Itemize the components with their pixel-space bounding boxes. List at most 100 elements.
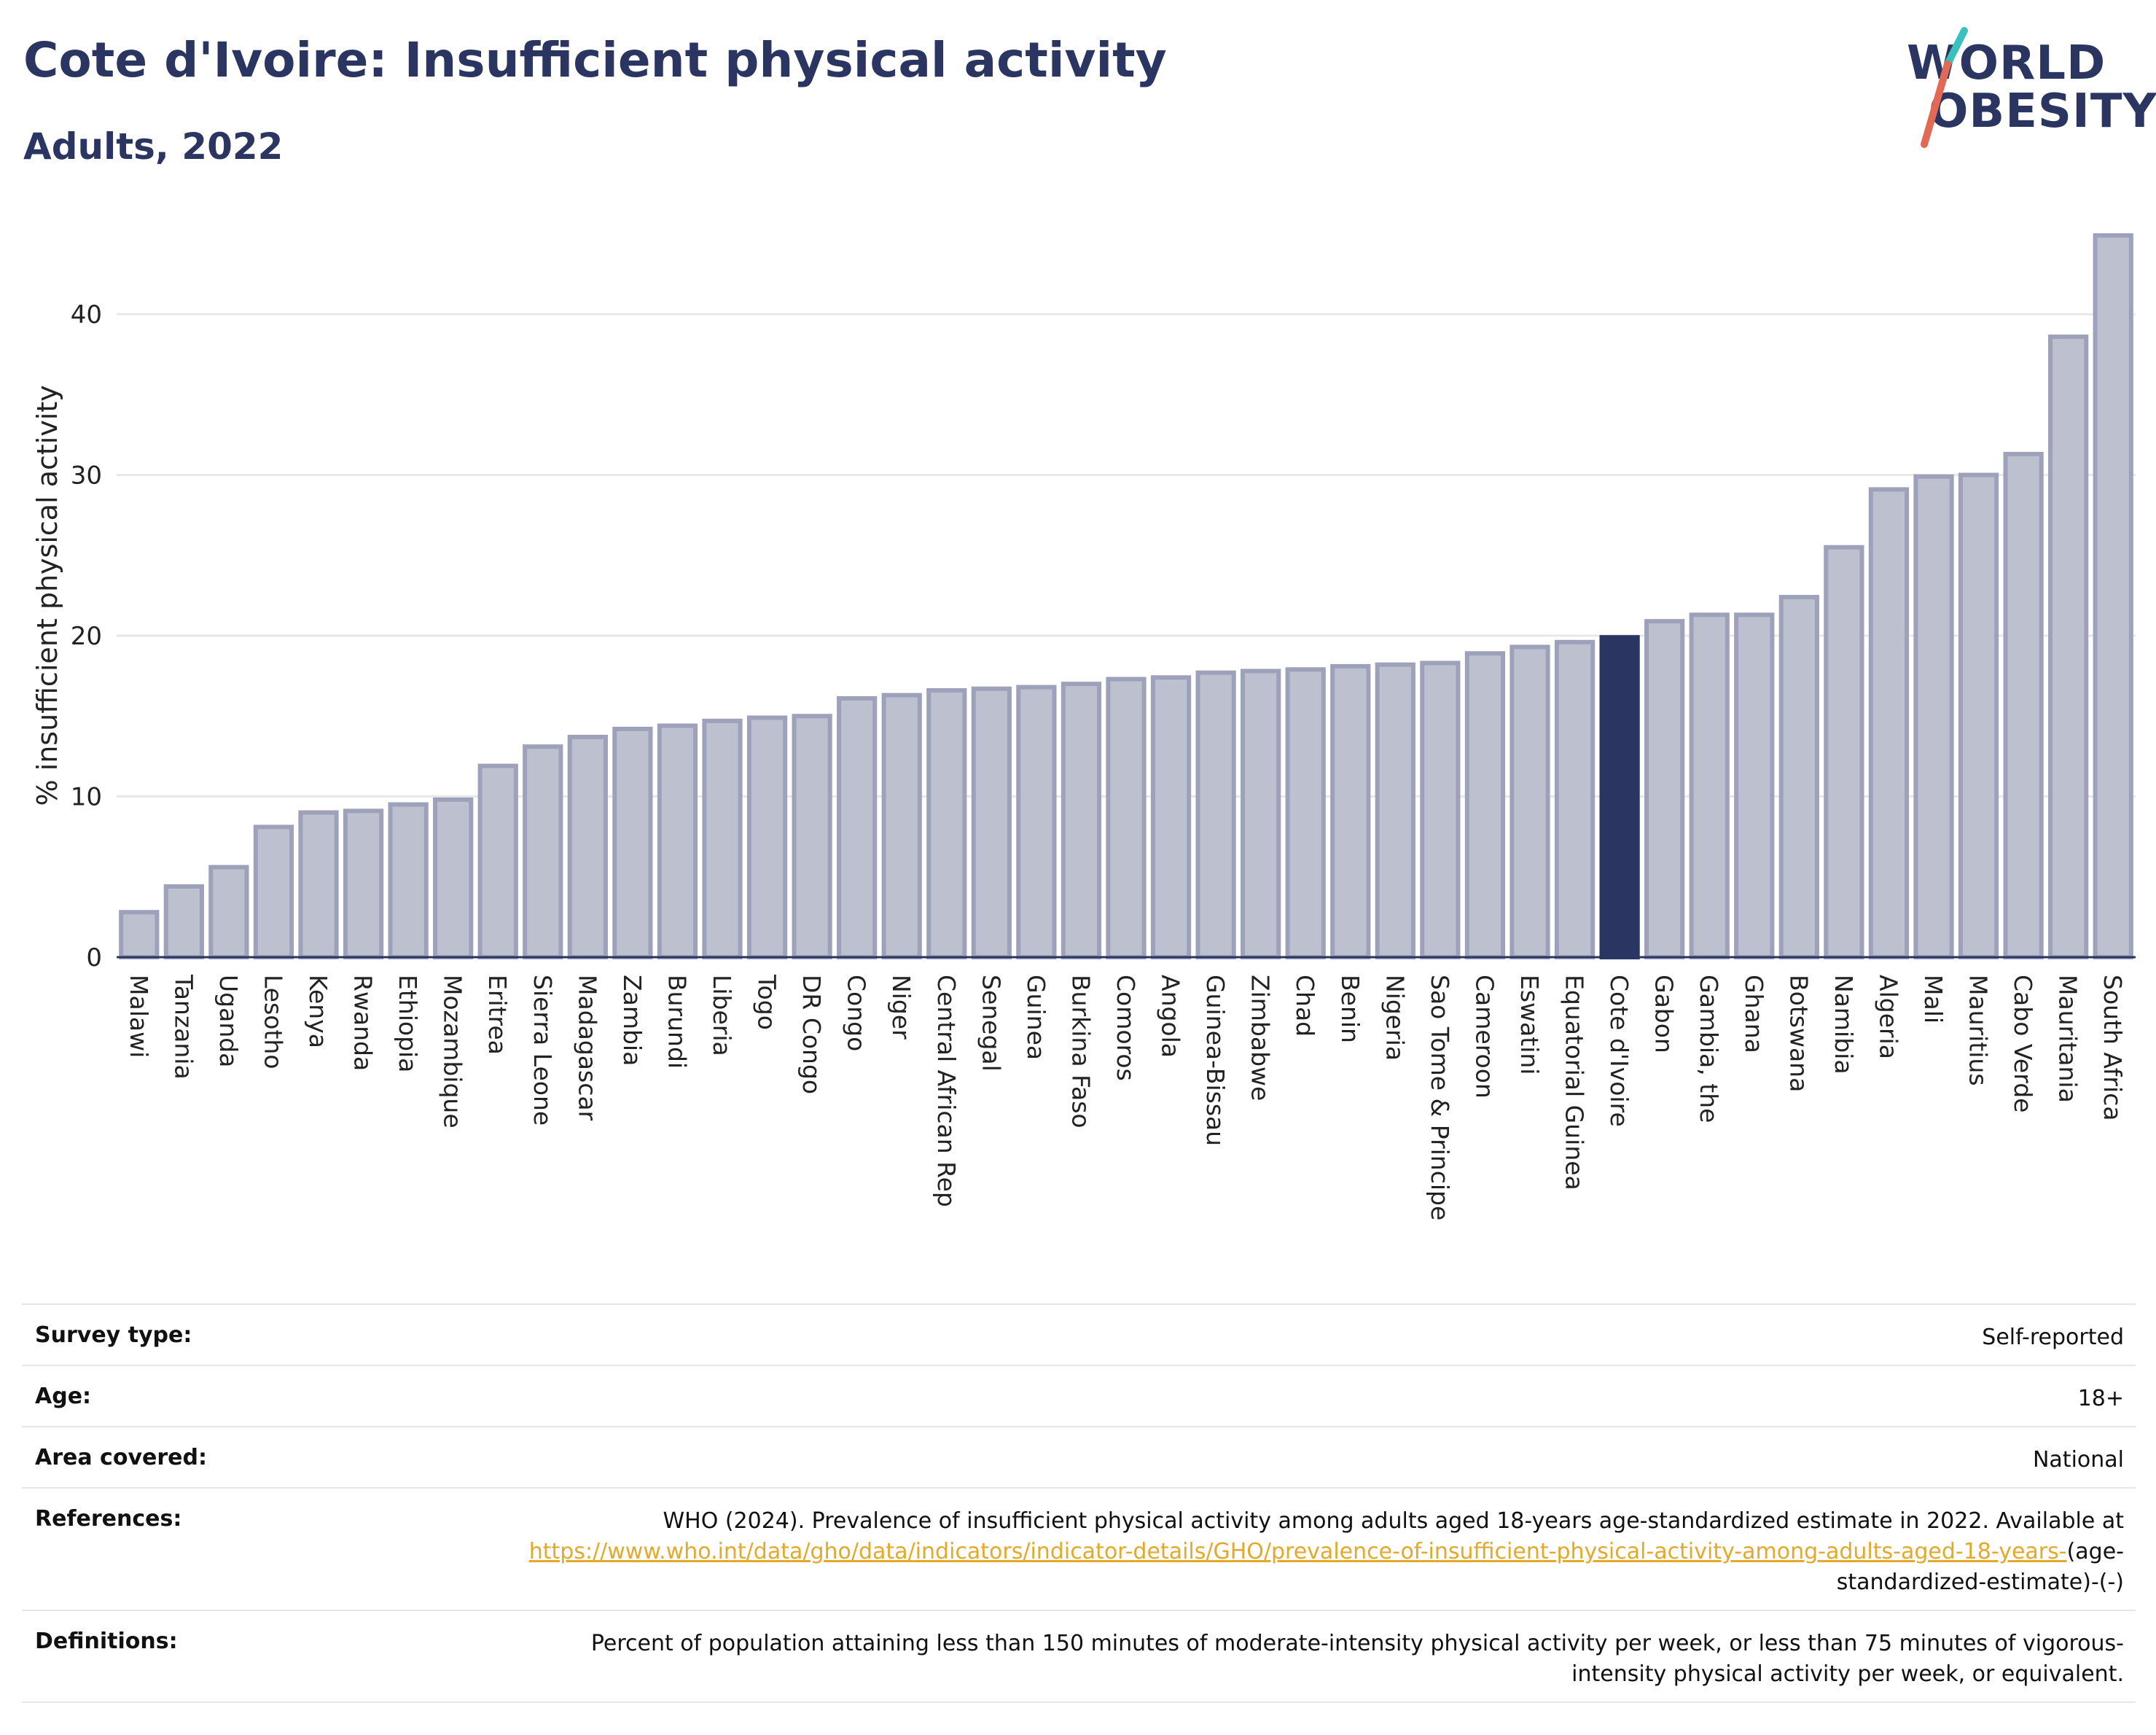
bar — [523, 744, 563, 960]
x-tick-label: Cameroon — [1470, 975, 1499, 1099]
bar — [1285, 667, 1326, 959]
bar — [1330, 663, 1371, 960]
bar — [253, 824, 294, 960]
x-tick-label: Malawi — [125, 975, 153, 1058]
x-tick-label: Ethiopia — [394, 975, 422, 1072]
bar — [1375, 662, 1415, 959]
x-tick-label: Ghana — [1740, 975, 1768, 1053]
x-tick-label: South Africa — [2098, 975, 2127, 1121]
references-value: WHO (2024). Prevalence of insufficient p… — [520, 1506, 2124, 1610]
x-tick-label: DR Congo — [797, 975, 826, 1094]
bar — [119, 910, 160, 960]
x-tick-label: Niger — [887, 975, 915, 1040]
meta-row-area: Area covered: National — [22, 1426, 2136, 1487]
meta-row-references: References: WHO (2024). Prevalence of in… — [22, 1487, 2136, 1610]
bar — [1868, 487, 1910, 960]
x-tick-label: Botswana — [1784, 975, 1813, 1092]
x-tick-label: Angola — [1157, 975, 1185, 1058]
x-tick-label: Rwanda — [349, 975, 378, 1071]
x-tick-label: Madagascar — [573, 975, 601, 1121]
bar — [343, 808, 384, 959]
bar — [657, 723, 698, 959]
x-tick-label: Algeria — [1874, 975, 1902, 1059]
x-tick-label: Chad — [1291, 975, 1319, 1037]
world-obesity-logo: WORLD OBESITY — [1888, 22, 2156, 153]
bar-chart: 0 10 20 30 40 % insufficient physical activit… — [31, 233, 2136, 1220]
x-tick-label: Sao Tome & Principe — [1426, 975, 1454, 1220]
x-tick-label: Uganda — [214, 975, 243, 1067]
bar — [433, 797, 474, 959]
x-tick-label: Mauritius — [1964, 975, 1993, 1086]
x-tick-label: Mali — [1919, 975, 1948, 1024]
bar — [1689, 612, 1730, 960]
bar — [1554, 639, 1595, 959]
x-tick-label: Nigeria — [1380, 975, 1409, 1061]
bar — [2048, 334, 2089, 959]
x-tick-label: Gabon — [1650, 975, 1679, 1053]
x-tick-label: Zambia — [618, 975, 647, 1066]
x-tick-label: Sierra Leone — [528, 975, 557, 1126]
x-tick-label: Guinea — [1022, 975, 1050, 1060]
bar — [163, 884, 204, 959]
x-tick-label: Namibia — [1829, 975, 1858, 1075]
x-tick-label: Eritrea — [483, 975, 512, 1055]
bar — [1778, 595, 1819, 960]
age-label: Age: — [35, 1384, 92, 1409]
x-tick-label: Mozambique — [439, 975, 467, 1128]
references-link[interactable]: https://www.who.int/data/gho/data/indica… — [528, 1539, 2067, 1564]
bar — [1509, 644, 1550, 959]
x-tick-label: Gambia, the — [1695, 975, 1723, 1123]
x-tick-label: Equatorial Guinea — [1561, 975, 1589, 1190]
x-tick-label: Burkina Faso — [1066, 975, 1095, 1128]
x-tick-label: Kenya — [304, 975, 332, 1048]
bar — [1734, 612, 1775, 960]
x-tick-label: Central African Rep — [932, 975, 961, 1207]
bar — [1420, 660, 1461, 959]
bar — [1150, 675, 1192, 960]
x-tick-label: Eswatini — [1515, 975, 1544, 1075]
x-tick-label: Benin — [1336, 975, 1364, 1043]
x-tick-label: Cabo Verde — [2009, 975, 2037, 1112]
bar — [1464, 651, 1506, 959]
y-tick-label: 20 — [71, 622, 102, 651]
y-tick-label: 40 — [71, 300, 102, 330]
bar — [612, 726, 653, 959]
bar — [1195, 670, 1236, 960]
x-tick-label: Tanzania — [169, 974, 198, 1080]
bar — [1016, 685, 1057, 959]
bar — [1106, 677, 1147, 959]
age-value: 18+ — [2077, 1386, 2124, 1411]
bar — [1061, 682, 1102, 960]
meta-row-definitions: Definitions: Percent of population attai… — [22, 1610, 2136, 1703]
bar — [1599, 635, 1640, 960]
x-tick-label: Togo — [753, 974, 781, 1030]
bar — [702, 718, 743, 959]
x-tick-label: Guinea-Bissau — [1201, 975, 1230, 1146]
bar — [837, 695, 878, 959]
logo-slash-icon — [1921, 27, 1968, 148]
survey-type-value: Self-reported — [1982, 1325, 2124, 1350]
bar — [298, 810, 339, 959]
bar — [388, 802, 429, 960]
references-text: WHO (2024). Prevalence of insufficient p… — [663, 1508, 2124, 1534]
bar — [1644, 619, 1685, 960]
area-covered-label: Area covered: — [35, 1445, 207, 1470]
x-tick-label: Lesotho — [259, 975, 287, 1069]
y-tick-label: 30 — [71, 461, 102, 491]
bar — [926, 687, 967, 959]
bar — [477, 763, 518, 959]
page-subtitle: Adults, 2022 — [23, 125, 284, 168]
x-tick-label: Burundi — [663, 975, 691, 1069]
definitions-value: Percent of population attaining less tha… — [590, 1631, 2124, 1687]
x-tick-label: Zimbabwe — [1246, 975, 1275, 1101]
y-tick-label: 0 — [86, 943, 102, 972]
bar — [2003, 451, 2044, 959]
x-tick-label: Senegal — [977, 975, 1005, 1072]
bar — [746, 715, 788, 960]
bar — [1958, 472, 1999, 959]
page-title: Cote d'Ivoire: Insufficient physical act… — [23, 32, 1167, 88]
bar — [1913, 474, 1954, 959]
logo-line-2: OBESITY — [1929, 85, 2156, 139]
bar — [971, 686, 1012, 959]
bar — [1824, 545, 1864, 960]
